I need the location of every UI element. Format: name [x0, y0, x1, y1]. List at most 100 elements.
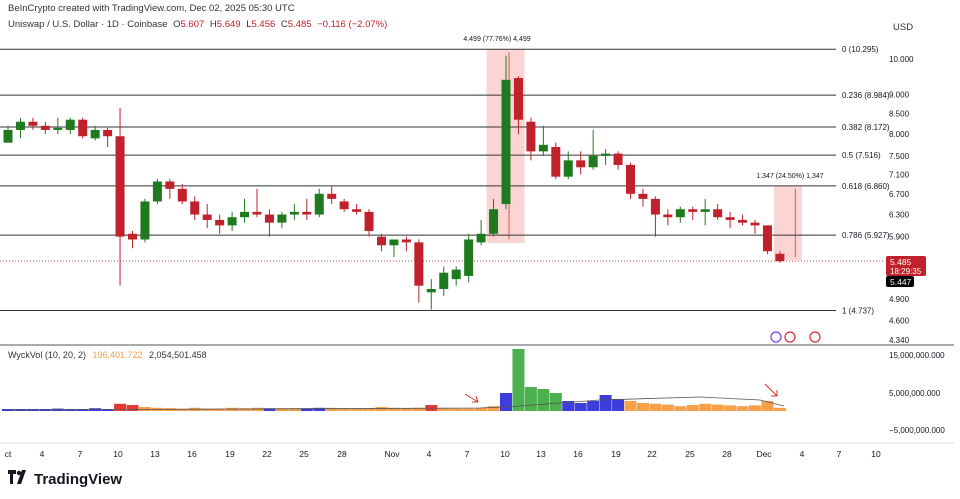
time-tick-label: 25	[685, 449, 695, 459]
volume-bar	[724, 405, 737, 411]
volume-bar	[475, 407, 488, 411]
candle-body	[551, 146, 561, 177]
brand-logo[interactable]: TradingView	[8, 470, 122, 488]
candle	[414, 239, 424, 303]
candle-body	[165, 181, 175, 189]
time-tick-label: 25	[299, 449, 309, 459]
time-tick-label: 28	[722, 449, 732, 459]
candle-body	[513, 78, 523, 120]
time-tick-label: 10	[871, 449, 881, 459]
candle	[513, 76, 523, 135]
candle	[202, 204, 212, 229]
candle-body	[426, 288, 436, 293]
candle	[289, 204, 299, 220]
measure-label-1: 4.499 (77.76%) 4,499	[463, 36, 530, 43]
tradingview-icon	[8, 470, 28, 488]
candle	[227, 211, 237, 231]
candle-body	[538, 144, 548, 152]
candle	[339, 198, 349, 212]
candle	[725, 211, 735, 229]
time-tick-label: 22	[647, 449, 657, 459]
low-value: 5.456	[251, 19, 276, 30]
volume-bar	[350, 408, 363, 411]
candle	[140, 198, 150, 243]
volume-bar	[624, 401, 637, 411]
time-tick-label: 28	[337, 449, 347, 459]
candle-body	[277, 214, 287, 223]
candle	[314, 188, 324, 218]
volume-bar	[487, 406, 500, 411]
candle-body	[401, 239, 411, 243]
volume-tick-label: 5,000,000.000	[889, 389, 941, 398]
candle	[78, 117, 88, 139]
candle-body	[115, 136, 125, 237]
volume-bar	[338, 408, 351, 411]
candle	[762, 225, 772, 255]
volume-bar	[412, 407, 425, 411]
candle-body	[650, 198, 660, 215]
candle	[426, 279, 436, 310]
candle	[115, 107, 125, 286]
time-tick-label: 22	[262, 449, 272, 459]
candle-body	[663, 214, 673, 218]
candle	[277, 211, 287, 229]
candle	[364, 209, 374, 237]
candle-body	[152, 181, 162, 202]
event-icon	[784, 331, 796, 343]
price-tick-label: 10.000	[889, 55, 914, 64]
candle-body	[601, 153, 611, 156]
volume-bar	[749, 405, 761, 411]
candle	[177, 183, 187, 205]
time-tick-label: 4	[427, 449, 432, 459]
candle-body	[177, 188, 187, 202]
candle-body	[40, 125, 50, 130]
candle-body	[90, 129, 100, 139]
candle-body	[302, 211, 312, 215]
candle-body	[725, 217, 735, 220]
time-tick-label: 13	[150, 449, 160, 459]
volume-bar	[661, 404, 674, 411]
volume-bar	[213, 408, 226, 411]
candle-body	[128, 233, 137, 240]
time-tick-label: Dec	[756, 449, 772, 459]
price-tick-label: 7.500	[889, 152, 910, 161]
price-tag-low-value: 5.447	[890, 277, 912, 287]
time-tick-label: 4	[40, 449, 45, 459]
ohlc-line: Uniswap / U.S. Dollar · 1D · Coinbase O5…	[8, 19, 387, 30]
candle	[775, 251, 785, 263]
candle	[377, 233, 386, 252]
candle-body	[3, 129, 13, 143]
candle-body	[289, 211, 299, 215]
candle	[53, 117, 63, 135]
indicator-legend: WyckVol (10, 20, 2) 196,401.722 2,054,50…	[8, 350, 207, 360]
close-value: 5.485	[287, 19, 312, 30]
time-tick-label: 7	[78, 449, 83, 459]
price-tick-label: 7.100	[889, 170, 910, 179]
time-tick-label: 19	[225, 449, 235, 459]
candle-body	[713, 209, 723, 218]
time-tick-label: 19	[611, 449, 621, 459]
candle-body	[738, 219, 748, 223]
volume-bar	[363, 408, 376, 411]
volume-bar	[450, 408, 463, 411]
volume-bar	[674, 406, 687, 411]
volume-bar	[549, 393, 562, 411]
candle-body	[227, 217, 237, 226]
price-tag-current	[886, 256, 926, 276]
candle-body	[264, 214, 274, 223]
candle-body	[476, 233, 486, 243]
candle-body	[626, 164, 635, 194]
candle	[526, 117, 536, 161]
candle	[626, 162, 635, 199]
candle	[476, 219, 486, 246]
candle-body	[252, 211, 262, 215]
volume-bar	[437, 408, 450, 411]
volume-bar	[238, 408, 251, 411]
volume-bar	[462, 408, 475, 411]
candle	[3, 125, 13, 143]
time-tick-label: ct	[5, 449, 12, 459]
candle-body	[439, 272, 449, 289]
fib-label: 0 (10.295)	[842, 45, 879, 54]
candle	[15, 117, 25, 139]
candle-body	[762, 225, 772, 252]
